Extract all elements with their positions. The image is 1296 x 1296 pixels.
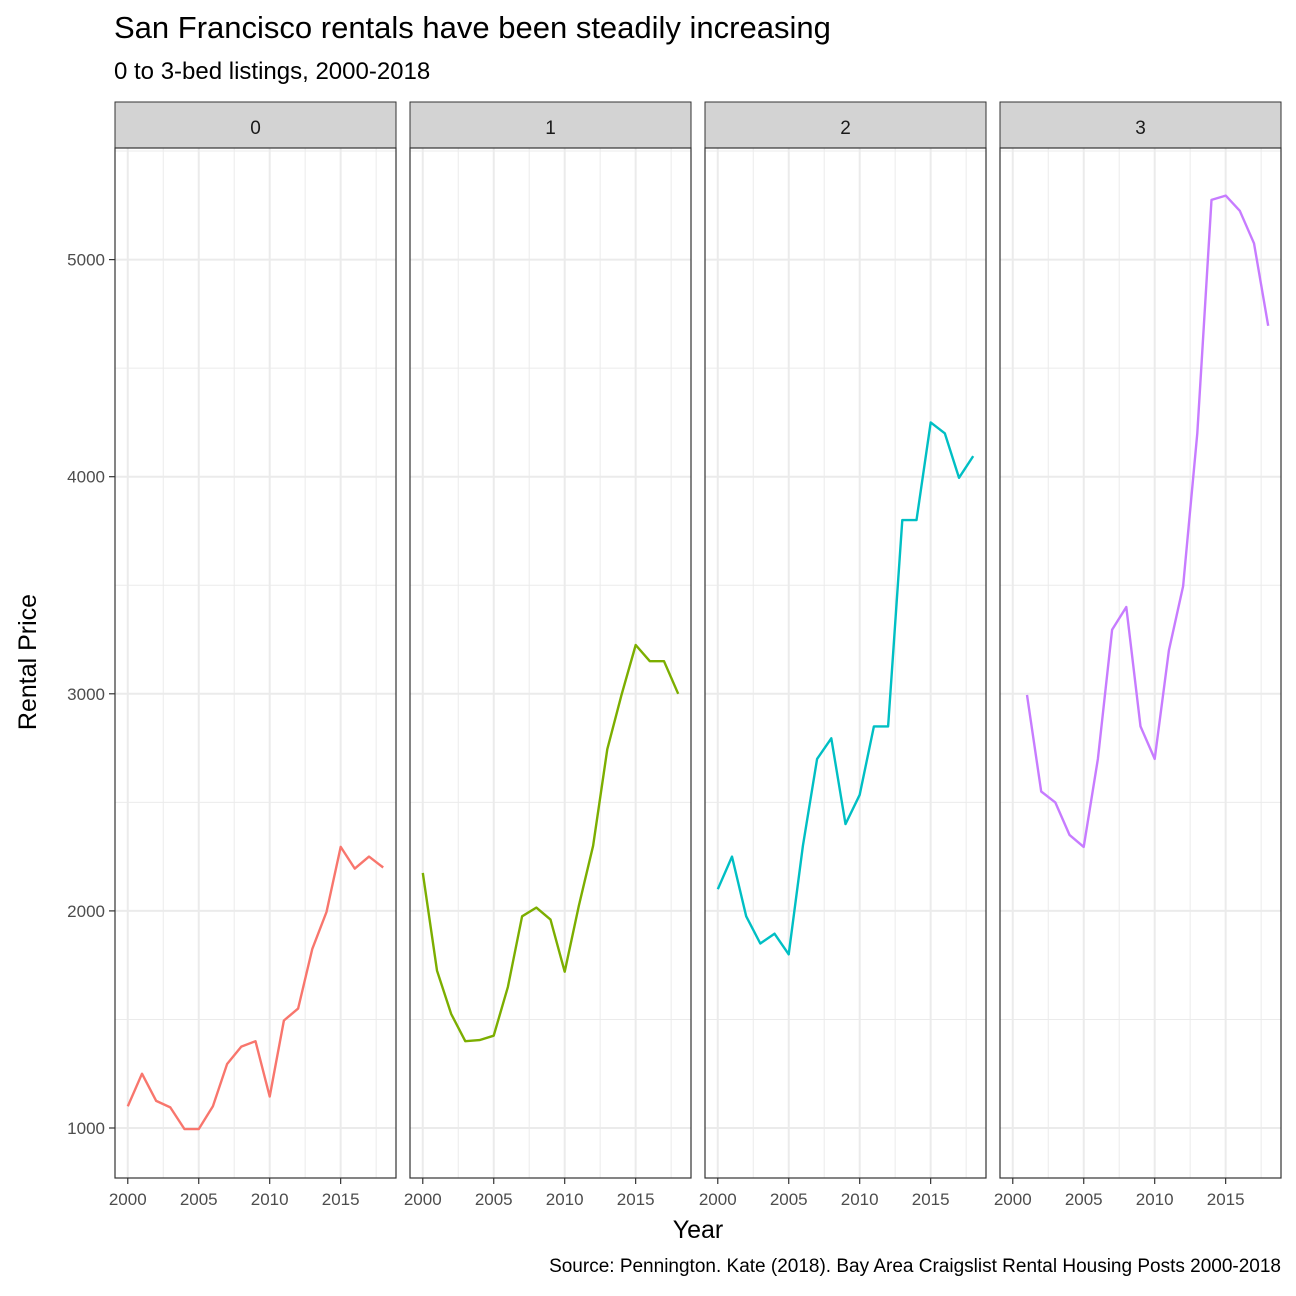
grid-lines: [410, 148, 691, 1178]
y-tick-label: 1000: [67, 1119, 105, 1138]
panel-border: [409, 147, 692, 1179]
x-tick-label: 2010: [841, 1190, 879, 1209]
series-line-2: [716, 421, 975, 956]
series-line-1: [421, 643, 680, 1043]
x-tick-label: 2015: [1207, 1190, 1245, 1209]
panel-border: [704, 147, 987, 1179]
x-tick-label: 2005: [180, 1190, 218, 1209]
x-tick-label: 2010: [251, 1190, 289, 1209]
panel-border: [114, 147, 397, 1179]
x-tick-label: 2015: [322, 1190, 360, 1209]
facet-strip-label: 0: [250, 118, 261, 139]
x-tick-label: 2015: [912, 1190, 950, 1209]
y-tick-label: 4000: [67, 468, 105, 487]
facet-panel-2: 2 2000 2005 2010 2015: [699, 101, 987, 1209]
facet-strip: [999, 101, 1282, 149]
x-tick-label: 2005: [1065, 1190, 1103, 1209]
y-axis-label: Rental Price: [14, 594, 42, 730]
x-tick-label: 2005: [475, 1190, 513, 1209]
x-tick-label: 2000: [699, 1190, 737, 1209]
facet-strip-label: 2: [840, 118, 851, 139]
chart-title: San Francisco rentals have been steadily…: [114, 10, 831, 45]
series-line-0: [126, 845, 384, 1131]
chart-subtitle: 0 to 3-bed listings, 2000-2018: [114, 58, 431, 85]
x-tick-label: 2010: [546, 1190, 584, 1209]
facet-strip: [704, 101, 987, 149]
series-line-3: [1025, 194, 1270, 849]
grid-lines: [705, 148, 986, 1178]
x-tick-label: 2000: [109, 1190, 147, 1209]
facet-panel-1: 1 2000 2005 2010 2015: [404, 101, 692, 1209]
x-tick-label: 2015: [617, 1190, 655, 1209]
y-tick-label: 3000: [67, 685, 105, 704]
x-tick-label: 2005: [770, 1190, 808, 1209]
x-axis-label: Year: [673, 1216, 724, 1244]
grid-lines: [115, 148, 396, 1178]
x-tick-label: 2000: [994, 1190, 1032, 1209]
chart-caption: Source: Pennington. Kate (2018). Bay Are…: [549, 1256, 1281, 1277]
x-tick-label: 2010: [1136, 1190, 1174, 1209]
grid-lines: [1000, 148, 1281, 1178]
y-axis: 1000 2000 3000 4000 5000: [67, 251, 115, 1138]
facet-panel-3: 3 2000 2005 2010 2015: [994, 101, 1282, 1209]
x-tick-label: 2000: [404, 1190, 442, 1209]
facet-strip-label: 1: [545, 118, 556, 139]
facet-strip-label: 3: [1135, 118, 1146, 139]
facet-panel-0: 0 2000 2005 2010 2015: [109, 101, 397, 1209]
panel-border: [999, 147, 1282, 1179]
y-tick-label: 2000: [67, 902, 105, 921]
y-tick-label: 5000: [67, 251, 105, 270]
